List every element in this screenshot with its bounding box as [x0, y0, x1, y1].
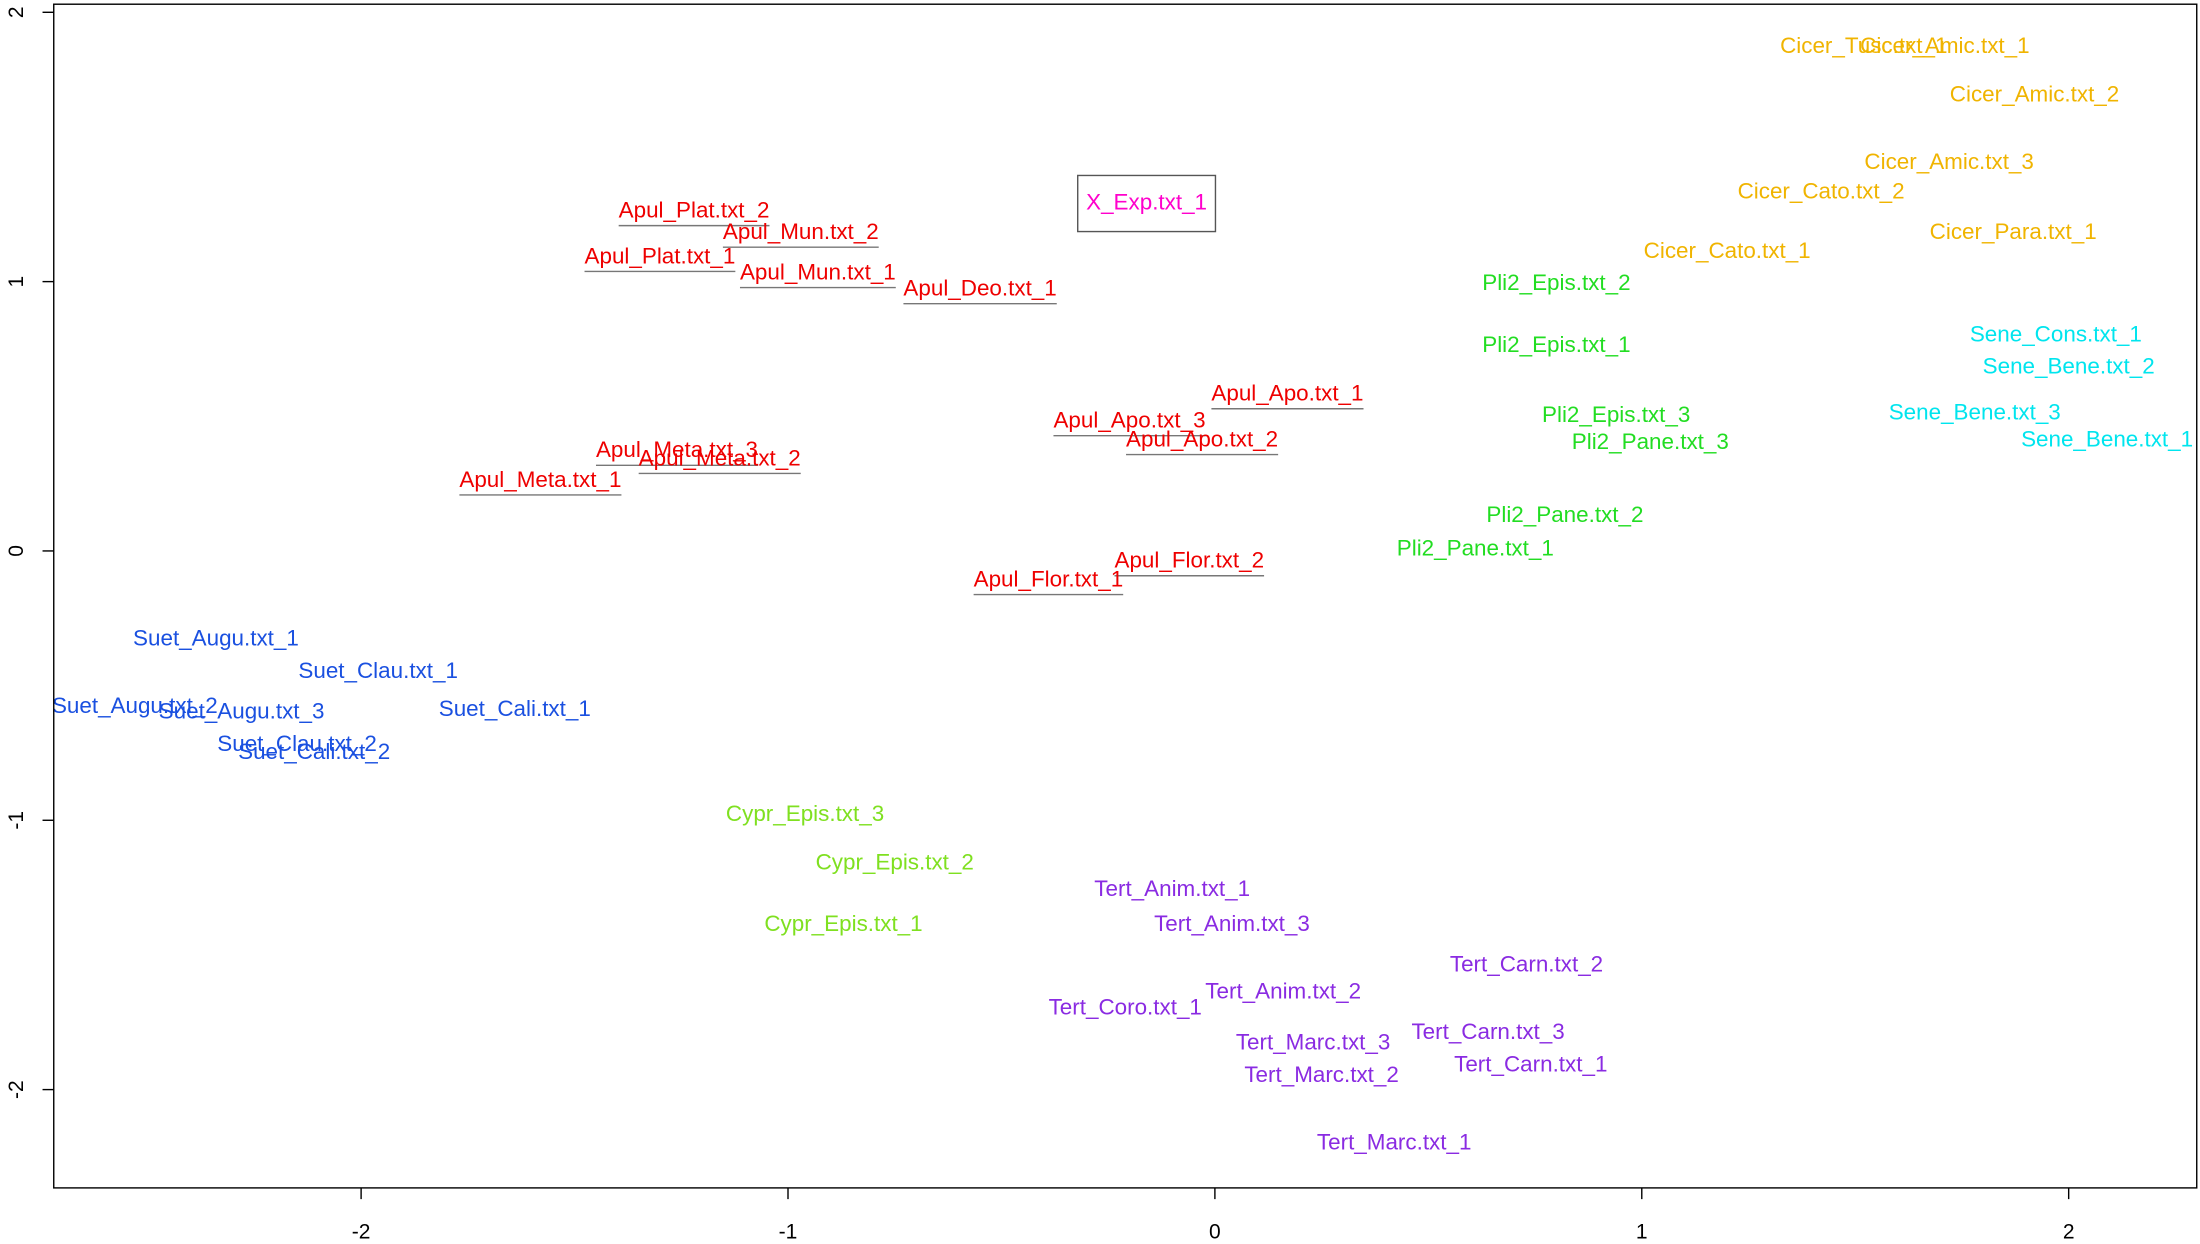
point-label: Cicer_Amic.txt_2 — [1950, 82, 2119, 107]
point-label: Apul_Apo.txt_3 — [1053, 408, 1205, 433]
point-label: Apul_Deo.txt_1 — [903, 276, 1056, 301]
point-label: Cypr_Epis.txt_3 — [726, 801, 884, 826]
point-label: Cicer_Cato.txt_1 — [1644, 238, 1811, 263]
x-tick-label: 0 — [1209, 1220, 1221, 1243]
x-tick-label: 2 — [2063, 1220, 2075, 1243]
point-label: Cicer_Tusc.txt_1 — [1780, 33, 1947, 58]
y-tick-label: 1 — [5, 276, 28, 288]
point-label: Apul_Mun.txt_1 — [740, 259, 896, 284]
point-label: Apul_Plat.txt_2 — [619, 198, 770, 223]
point-label: Cicer_Para.txt_1 — [1930, 219, 2097, 244]
point-label: Tert_Coro.txt_1 — [1049, 995, 1202, 1020]
y-tick-label: -1 — [5, 811, 28, 830]
point-label: Tert_Marc.txt_1 — [1317, 1129, 1472, 1154]
point-label: Suet_Augu.txt_1 — [133, 626, 299, 651]
point-label: Apul_Plat.txt_1 — [585, 243, 736, 268]
point-label: Cicer_Amic.txt_3 — [1864, 149, 2033, 174]
point-label: Sene_Bene.txt_1 — [2021, 426, 2193, 451]
x-tick-label: 1 — [1636, 1220, 1648, 1243]
point-label: Cicer_Cato.txt_2 — [1738, 179, 1905, 204]
point-label: Apul_Mun.txt_2 — [723, 219, 879, 244]
point-label: Tert_Carn.txt_1 — [1454, 1051, 1607, 1076]
point-label: X_Exp.txt_1 — [1086, 189, 1207, 214]
point-label: Apul_Apo.txt_2 — [1126, 426, 1278, 451]
point-label: Apul_Meta.txt_2 — [639, 445, 801, 470]
point-label: Tert_Marc.txt_2 — [1244, 1062, 1399, 1087]
point-label: Tert_Marc.txt_3 — [1236, 1030, 1391, 1055]
point-label: Pli2_Epis.txt_2 — [1482, 270, 1630, 295]
point-label: Suet_Clau.txt_2 — [217, 731, 377, 756]
point-label: Tert_Carn.txt_3 — [1411, 1019, 1564, 1044]
point-label: Pli2_Epis.txt_1 — [1482, 332, 1630, 357]
point-label: Apul_Meta.txt_1 — [459, 467, 621, 492]
point-label: Cypr_Epis.txt_2 — [816, 849, 974, 874]
point-label: Pli2_Pane.txt_2 — [1486, 502, 1643, 527]
y-tick-label: 2 — [5, 6, 28, 18]
point-label: Tert_Anim.txt_1 — [1094, 876, 1250, 901]
x-tick-label: -2 — [352, 1220, 371, 1243]
point-label: Sene_Bene.txt_3 — [1889, 400, 2061, 425]
point-label: Suet_Cali.txt_2 — [238, 739, 390, 764]
point-label: Suet_Clau.txt_1 — [298, 658, 458, 683]
point-label: Apul_Apo.txt_1 — [1211, 381, 1363, 406]
y-tick-label: 0 — [5, 545, 28, 557]
point-label: Suet_Augu.txt_3 — [159, 698, 325, 723]
point-label: Pli2_Pane.txt_3 — [1572, 429, 1729, 454]
x-tick-label: -1 — [779, 1220, 798, 1243]
point-label: Suet_Augu.txt_2 — [52, 693, 218, 718]
point-label: Suet_Cali.txt_1 — [439, 696, 591, 721]
point-label: Cicer_Amic.txt_1 — [1860, 33, 2029, 58]
y-tick-label: -2 — [5, 1080, 28, 1099]
point-label: Tert_Carn.txt_2 — [1450, 952, 1603, 977]
point-label: Sene_Bene.txt_2 — [1983, 354, 2155, 379]
label-box — [1077, 174, 1217, 233]
plot-frame — [53, 3, 2198, 1189]
point-label: Apul_Meta.txt_3 — [596, 437, 758, 462]
point-label: Cypr_Epis.txt_1 — [764, 911, 922, 936]
point-label: Pli2_Pane.txt_1 — [1397, 536, 1554, 561]
point-label: Sene_Cons.txt_1 — [1970, 321, 2142, 346]
point-label: Tert_Anim.txt_2 — [1205, 979, 1361, 1004]
point-label: Apul_Flor.txt_1 — [974, 566, 1124, 591]
point-label: Apul_Flor.txt_2 — [1114, 548, 1264, 573]
point-label: Tert_Anim.txt_3 — [1154, 911, 1310, 936]
point-label: Pli2_Epis.txt_3 — [1542, 402, 1690, 427]
